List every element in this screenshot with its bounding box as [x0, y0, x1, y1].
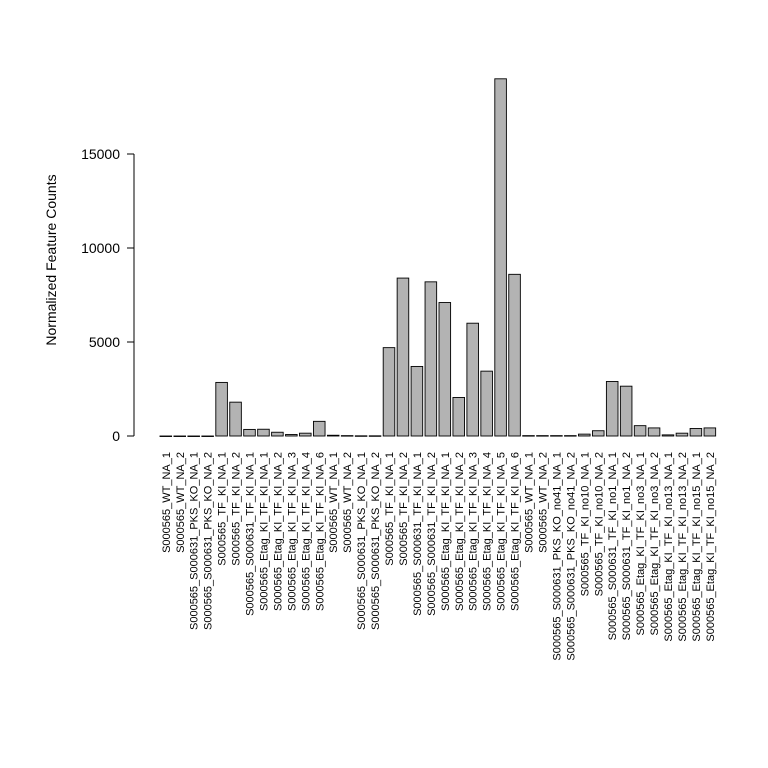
x-category-label: S000565_S000631_PKS_KO_NA_1 — [189, 452, 201, 630]
bar — [675, 432, 689, 437]
x-category-label: S000565_TF_KI_no10_NA_1 — [579, 452, 591, 596]
x-category-label: S000565_S000631_PKS_KO_NA_2 — [203, 452, 215, 630]
bar — [452, 397, 466, 437]
bar — [201, 435, 214, 437]
x-category-label: S000565_WT_NA_1 — [328, 452, 340, 553]
bar — [536, 435, 549, 437]
x-category-label: S000565_Etag_KI_TF_KI_NA_4 — [300, 452, 312, 611]
x-category-label: S000565_S000631_PKS_KO_no41_NA_1 — [551, 452, 563, 661]
x-category-label: S000565_S000631_PKS_KO_NA_2 — [370, 452, 382, 630]
bars — [159, 78, 717, 437]
bar — [410, 365, 424, 437]
bar — [326, 434, 340, 437]
x-category-label: S000565_S000631_PKS_KO_NA_1 — [356, 452, 368, 630]
x-category-label: S000565_Etag_KI_TF_KI_no15_NA_1 — [691, 452, 703, 642]
x-category-label: S000565_Etag_KI_TF_KI_no13_NA_1 — [663, 452, 675, 642]
x-category-label: S000565_WT_NA_1 — [161, 452, 173, 553]
y-tick-label: 0 — [112, 428, 120, 444]
bar — [396, 277, 410, 437]
x-category-label: S000565_Etag_KI_TF_KI_no3_NA_1 — [635, 452, 647, 635]
x-category-label: S000565_Etag_KI_TF_KI_NA_4 — [482, 452, 494, 611]
x-category-label: S000565_S000631_PKS_KO_no41_NA_2 — [565, 452, 577, 661]
x-category-label: S000565_TF_KI_NA_2 — [398, 452, 410, 566]
y-axis-label: Normalized Feature Counts — [43, 174, 59, 345]
x-category-label: S000565_Etag_KI_TF_KI_NA_2 — [454, 452, 466, 611]
bar — [661, 434, 675, 437]
x-category-label: S000565_Etag_KI_TF_KI_NA_1 — [440, 452, 452, 611]
bar — [340, 435, 354, 437]
x-category-label: S000565_Etag_KI_TF_KI_no3_NA_2 — [649, 452, 661, 635]
bar — [243, 428, 256, 437]
x-category-label: S000565_Etag_KI_TF_KI_NA_2 — [272, 452, 284, 611]
bar — [605, 381, 619, 437]
bar — [438, 302, 452, 437]
bar — [494, 78, 507, 437]
x-category-label: S000565_TF_KI_NA_2 — [231, 452, 243, 566]
x-category-label: S000565_Etag_KI_TF_KI_NA_6 — [314, 452, 326, 611]
y-tick-label: 5000 — [89, 334, 120, 350]
bar — [382, 347, 396, 437]
bar — [424, 281, 438, 437]
bar — [508, 273, 521, 437]
bar — [564, 435, 577, 437]
x-category-label: S000565_S000631_TF_KI_no1_NA_2 — [621, 452, 633, 640]
x-category-label: S000565_TF_KI_NA_1 — [217, 452, 229, 566]
y-tick-label: 15000 — [81, 146, 120, 162]
x-category-label: S000565_Etag_KI_TF_KI_no15_NA_2 — [705, 452, 717, 642]
bar — [271, 431, 284, 437]
bar — [173, 435, 186, 437]
x-category-label: S000565_S000631_TF_KI_NA_1 — [412, 452, 424, 616]
bar — [522, 435, 535, 437]
bar — [159, 435, 173, 437]
bar — [689, 428, 703, 437]
x-category-label: S000565_Etag_KI_TF_KI_NA_3 — [468, 452, 480, 611]
bar — [550, 435, 563, 437]
bar — [299, 432, 312, 437]
x-category-label: S000565_WT_NA_2 — [175, 452, 187, 553]
bar — [354, 435, 368, 437]
bar — [703, 427, 717, 437]
bar — [480, 370, 493, 437]
x-category-label: S000565_WT_NA_1 — [524, 452, 536, 553]
bar — [619, 385, 633, 437]
x-category-label: S000565_S000631_TF_KI_NA_1 — [245, 452, 257, 616]
bar — [592, 430, 605, 437]
bar — [578, 433, 591, 437]
bar — [257, 428, 270, 437]
x-category-label: S000565_Etag_KI_TF_KI_NA_1 — [258, 452, 270, 611]
x-category-label: S000565_WT_NA_2 — [342, 452, 354, 553]
x-category-label: S000565_Etag_KI_TF_KI_NA_5 — [496, 452, 508, 611]
bar — [633, 425, 647, 437]
y-tick-label: 10000 — [81, 240, 120, 256]
x-category-label: S000565_WT_NA_2 — [537, 452, 549, 553]
x-category-label: S000565_TF_KI_NA_1 — [384, 452, 396, 566]
bar — [313, 420, 326, 437]
x-category-label: S000565_S000631_TF_KI_no1_NA_1 — [607, 452, 619, 640]
bar — [647, 427, 661, 437]
x-category-label: S000565_Etag_KI_TF_KI_NA_6 — [510, 452, 522, 611]
x-category-label: S000565_Etag_KI_TF_KI_NA_3 — [286, 452, 298, 611]
x-category-label: S000565_Etag_KI_TF_KI_no13_NA_2 — [677, 452, 689, 642]
bar — [466, 322, 479, 437]
category-labels: S000565_WT_NA_1 S000565_WT_NA_2 S000565_S0… — [161, 452, 717, 661]
bar — [229, 401, 242, 437]
bar — [368, 435, 382, 437]
bar — [187, 435, 200, 437]
bar — [215, 381, 228, 437]
y-axis: 0 5000 10000 15000 — [81, 146, 135, 444]
x-category-label: S000565_S000631_TF_KI_NA_2 — [426, 452, 438, 616]
x-category-label: S000565_TF_KI_no10_NA_2 — [593, 452, 605, 596]
bar — [285, 434, 298, 437]
